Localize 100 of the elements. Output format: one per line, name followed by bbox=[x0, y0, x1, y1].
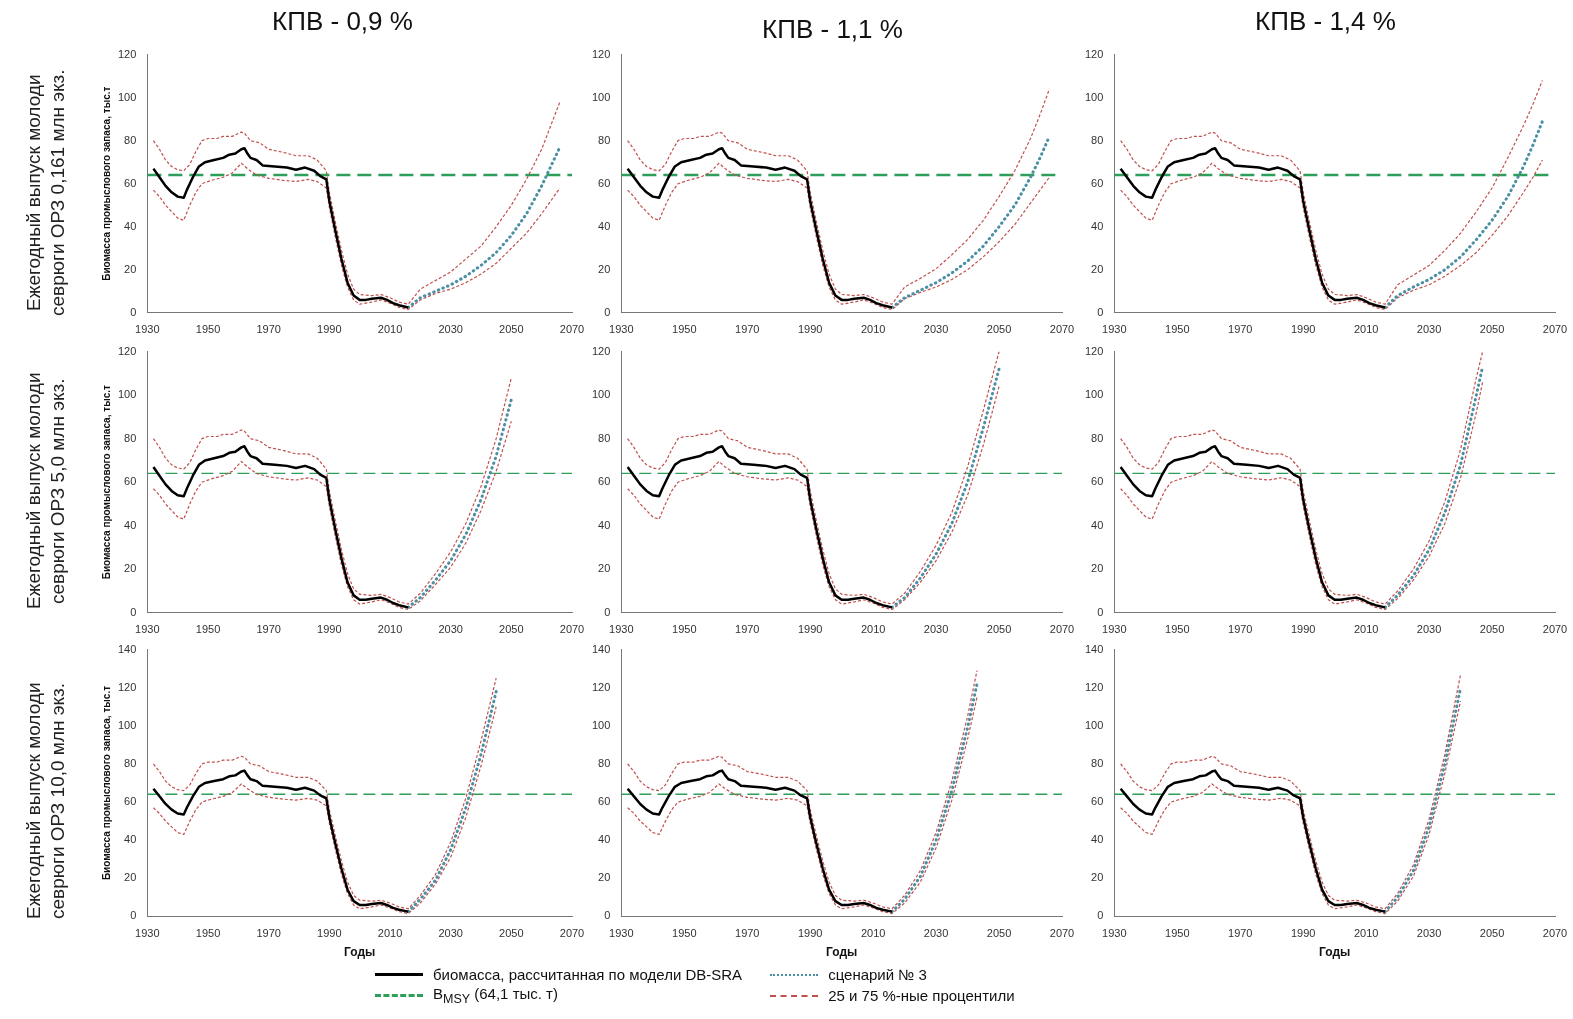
y-tick-label: 120 bbox=[591, 344, 611, 357]
y-tick-label: 140 bbox=[117, 642, 137, 655]
x-tick-label: 2030 bbox=[438, 323, 463, 336]
y-tick-label: 120 bbox=[1084, 47, 1104, 60]
x-tick-label: 1930 bbox=[1102, 623, 1127, 636]
line-series bbox=[152, 420, 512, 611]
x-tick-label: 1950 bbox=[672, 623, 697, 636]
x-tick-label: 1970 bbox=[256, 623, 281, 636]
y-tick-label: 60 bbox=[124, 795, 137, 808]
y-tick-label: 80 bbox=[598, 431, 611, 444]
x-tick-label: 2010 bbox=[377, 323, 403, 336]
x-axis-title: Годы bbox=[344, 945, 376, 960]
x-tick-label: 2010 bbox=[860, 323, 886, 336]
x-tick-label: 2050 bbox=[1479, 323, 1505, 336]
y-tick-label: 80 bbox=[124, 431, 137, 444]
x-tick-label: 2050 bbox=[499, 323, 524, 336]
x-tick-label: 1970 bbox=[735, 927, 760, 940]
x-tick-label: 1930 bbox=[1102, 323, 1127, 336]
y-tick-label: 60 bbox=[124, 176, 137, 189]
x-tick-label: 2030 bbox=[438, 927, 463, 940]
x-axis-title: Годы bbox=[826, 945, 858, 960]
x-tick-label: 1990 bbox=[317, 623, 342, 636]
x-tick-label: 2050 bbox=[499, 623, 524, 636]
line-series bbox=[627, 351, 1000, 605]
y-tick-label: 60 bbox=[1091, 176, 1104, 189]
line-series bbox=[152, 101, 561, 305]
x-tick-label: 1950 bbox=[1165, 927, 1190, 940]
y-tick-label: 20 bbox=[1091, 871, 1104, 884]
y-tick-label: 120 bbox=[117, 344, 137, 357]
x-tick-label: 2030 bbox=[438, 623, 463, 636]
y-tick-label: 120 bbox=[591, 47, 611, 60]
y-tick-label: 40 bbox=[1091, 833, 1104, 846]
y-tick-label: 120 bbox=[1084, 344, 1104, 357]
y-tick-label: 40 bbox=[124, 833, 137, 846]
y-tick-label: 20 bbox=[598, 262, 611, 275]
y-tick-label: 80 bbox=[124, 756, 137, 769]
y-tick-label: 140 bbox=[591, 642, 611, 655]
x-tick-label: 1950 bbox=[195, 927, 221, 940]
y-tick-label: 120 bbox=[117, 47, 137, 60]
x-axis-title: Годы bbox=[1319, 945, 1351, 960]
line-series bbox=[627, 385, 1000, 611]
x-tick-label: 2010 bbox=[860, 927, 886, 940]
y-tick-label: 0 bbox=[1097, 909, 1104, 922]
y-tick-label: 20 bbox=[598, 562, 611, 575]
x-tick-label: 2030 bbox=[923, 323, 949, 336]
y-tick-label: 80 bbox=[124, 133, 137, 146]
line-series bbox=[152, 377, 512, 605]
x-tick-label: 2050 bbox=[1479, 623, 1505, 636]
x-tick-label: 2070 bbox=[1049, 323, 1075, 336]
chart-title: КПВ - 1,1 % bbox=[761, 14, 904, 45]
x-tick-label: 2030 bbox=[923, 927, 949, 940]
x-tick-label: 1970 bbox=[256, 927, 281, 940]
x-tick-label: 1950 bbox=[1165, 623, 1190, 636]
x-tick-label: 1930 bbox=[135, 323, 160, 336]
y-tick-label: 100 bbox=[591, 90, 611, 103]
y-tick-label: 80 bbox=[598, 756, 611, 769]
y-tick-label: 60 bbox=[1091, 795, 1104, 808]
x-tick-label: 1990 bbox=[797, 623, 823, 636]
y-tick-label: 40 bbox=[124, 518, 137, 531]
text: Ежегодный выпуск молоди севрюги ОРЗ 10,0 млн экз. bbox=[22, 681, 69, 922]
x-tick-label: 2050 bbox=[986, 623, 1012, 636]
y-tick-label: 80 bbox=[1091, 431, 1104, 444]
legend-label: B$_{MSY}$ (64,1 тыс. т) bbox=[433, 985, 558, 1006]
x-tick-label: 2070 bbox=[1542, 323, 1568, 336]
x-tick-label: 2050 bbox=[986, 323, 1012, 336]
y-tick-label: 100 bbox=[117, 388, 137, 401]
y-tick-label: 20 bbox=[124, 871, 137, 884]
x-tick-label: 2030 bbox=[1416, 623, 1442, 636]
y-tick-label: 40 bbox=[1091, 219, 1104, 232]
y-tick-label: 40 bbox=[598, 833, 611, 846]
x-tick-label: 1930 bbox=[135, 623, 160, 636]
y-tick-label: 40 bbox=[1091, 518, 1104, 531]
y-tick-label: 0 bbox=[1097, 305, 1104, 318]
y-tick-label: 100 bbox=[591, 388, 611, 401]
y-tick-label: 20 bbox=[598, 871, 611, 884]
y-tick-label: 80 bbox=[1091, 756, 1104, 769]
chart-title: КПВ - 0,9 % bbox=[271, 6, 414, 37]
y-tick-label: 100 bbox=[1084, 388, 1104, 401]
x-tick-label: 2030 bbox=[1416, 323, 1442, 336]
line-series bbox=[890, 682, 979, 914]
x-tick-label: 2070 bbox=[559, 623, 585, 636]
y-tick-label: 60 bbox=[1091, 475, 1104, 488]
y-tick-label: 120 bbox=[117, 680, 137, 693]
x-tick-label: 2070 bbox=[559, 927, 585, 940]
y-tick-label: 80 bbox=[598, 133, 611, 146]
line-series bbox=[890, 367, 1001, 609]
x-tick-label: 2010 bbox=[377, 927, 403, 940]
y-tick-label: 80 bbox=[1091, 133, 1104, 146]
y-tick-label: 20 bbox=[124, 562, 137, 575]
y-tick-label: 100 bbox=[117, 718, 137, 731]
x-tick-label: 2070 bbox=[1542, 927, 1568, 940]
x-tick-label: 1970 bbox=[1228, 623, 1253, 636]
line-series bbox=[406, 397, 513, 609]
x-tick-label: 1950 bbox=[195, 323, 221, 336]
x-tick-label: 1930 bbox=[135, 927, 160, 940]
y-tick-label: 100 bbox=[1084, 718, 1104, 731]
x-tick-label: 1930 bbox=[1102, 927, 1127, 940]
y-tick-label: 40 bbox=[124, 219, 137, 232]
x-tick-label: 1950 bbox=[1165, 323, 1190, 336]
x-tick-label: 1970 bbox=[735, 623, 760, 636]
